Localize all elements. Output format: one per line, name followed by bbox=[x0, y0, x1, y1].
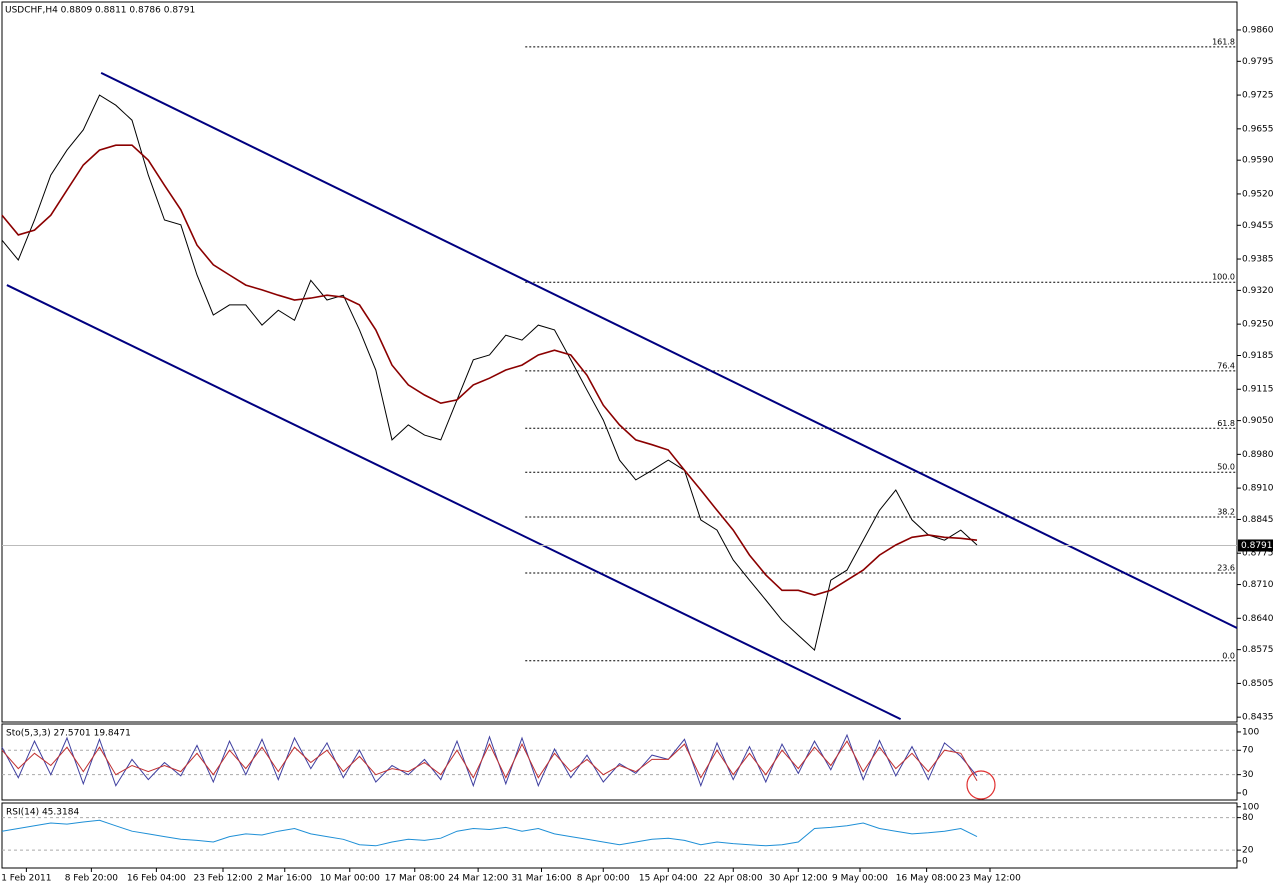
fib-label: 0.0 bbox=[1222, 651, 1235, 660]
y-tick-label: 0.8710 bbox=[1242, 580, 1274, 590]
y-tick-label: 0.9320 bbox=[1242, 286, 1274, 296]
x-tick-label: 23 Feb 12:00 bbox=[193, 874, 252, 884]
y-tick-label: 0.9115 bbox=[1242, 385, 1274, 395]
trendline bbox=[100, 71, 1238, 629]
x-tick-label: 9 May 00:00 bbox=[832, 874, 888, 884]
fib-label: 61.8 bbox=[1217, 419, 1235, 428]
y-tick-label: 80 bbox=[1242, 813, 1254, 823]
y-tick-label: 0.8505 bbox=[1242, 679, 1274, 689]
fib-label: 38.2 bbox=[1217, 508, 1235, 517]
y-tick-label: 0.9590 bbox=[1242, 156, 1274, 166]
y-tick-label: 70 bbox=[1242, 746, 1254, 756]
series-line bbox=[1, 819, 978, 847]
x-tick-label: 24 Mar 12:00 bbox=[448, 874, 508, 884]
y-tick-label: 0.9250 bbox=[1242, 320, 1274, 330]
y-tick-label: 0.9860 bbox=[1242, 25, 1274, 35]
x-tick-label: 17 Mar 08:00 bbox=[385, 874, 445, 884]
y-tick-label: 30 bbox=[1242, 770, 1254, 780]
y-tick-label: 100 bbox=[1242, 727, 1259, 737]
rsi-title: RSI(14) 45.3184 bbox=[6, 808, 79, 818]
x-tick-label: 16 May 08:00 bbox=[896, 874, 958, 884]
rsi-panel bbox=[1, 802, 1238, 869]
fib-label: 100.0 bbox=[1212, 273, 1235, 282]
fib-label: 50.0 bbox=[1217, 463, 1235, 472]
y-tick-label: 0.9455 bbox=[1242, 221, 1274, 231]
y-tick-label: 0.9385 bbox=[1242, 255, 1274, 265]
sto-panel bbox=[1, 723, 1238, 801]
trendline bbox=[6, 284, 902, 721]
x-tick-label: 15 Apr 04:00 bbox=[639, 874, 698, 884]
fib-label: 76.4 bbox=[1217, 361, 1235, 370]
y-tick-label: 0 bbox=[1242, 856, 1248, 866]
y-tick-label: 20 bbox=[1242, 846, 1254, 856]
y-tick-label: 0.9725 bbox=[1242, 91, 1274, 101]
x-tick-label: 16 Feb 04:00 bbox=[127, 874, 186, 884]
fib-label: 23.6 bbox=[1217, 563, 1235, 572]
y-tick-label: 0.9655 bbox=[1242, 124, 1274, 134]
x-tick-label: 8 Feb 20:00 bbox=[65, 874, 119, 884]
series-line bbox=[1, 733, 978, 788]
fib-label: 161.8 bbox=[1212, 37, 1235, 46]
y-tick-label: 0.8435 bbox=[1242, 713, 1274, 723]
y-tick-label: 0.8910 bbox=[1242, 484, 1274, 494]
y-tick-label: 0.8980 bbox=[1242, 450, 1274, 460]
main-panel bbox=[1, 1, 1238, 723]
x-tick-label: 22 Apr 08:00 bbox=[704, 874, 763, 884]
y-tick-label: 0.8775 bbox=[1242, 549, 1274, 559]
y-tick-label: 0.9795 bbox=[1242, 57, 1274, 67]
y-tick-label: 0.8845 bbox=[1242, 515, 1274, 525]
series-line bbox=[1, 740, 978, 782]
chart-title: USDCHF,H4 0.8809 0.8811 0.8786 0.8791 bbox=[5, 6, 195, 16]
x-tick-label: 1 Feb 2011 bbox=[1, 874, 51, 884]
series-line bbox=[1, 94, 978, 652]
x-tick-label: 8 Apr 00:00 bbox=[577, 874, 630, 884]
x-tick-label: 30 Apr 12:00 bbox=[769, 874, 828, 884]
sto-title: Sto(5,3,3) 27.5701 19.8471 bbox=[6, 729, 131, 739]
y-tick-label: 0.9185 bbox=[1242, 351, 1274, 361]
series-line bbox=[1, 144, 978, 597]
last-price-box bbox=[1238, 539, 1273, 552]
last-price-label: 0.8791 bbox=[1241, 541, 1273, 551]
y-tick-label: 0.9050 bbox=[1242, 416, 1274, 426]
y-tick-label: 0.8640 bbox=[1242, 614, 1274, 624]
x-tick-label: 10 Mar 00:00 bbox=[320, 874, 380, 884]
highlight-circle bbox=[966, 770, 996, 800]
x-tick-label: 23 May 12:00 bbox=[959, 874, 1021, 884]
y-tick-label: 0.8575 bbox=[1242, 645, 1274, 655]
y-tick-label: 0 bbox=[1242, 788, 1248, 798]
x-tick-label: 2 Mar 16:00 bbox=[258, 874, 313, 884]
y-tick-label: 0.9520 bbox=[1242, 189, 1274, 199]
x-tick-label: 31 Mar 16:00 bbox=[511, 874, 571, 884]
y-tick-label: 100 bbox=[1242, 802, 1259, 812]
